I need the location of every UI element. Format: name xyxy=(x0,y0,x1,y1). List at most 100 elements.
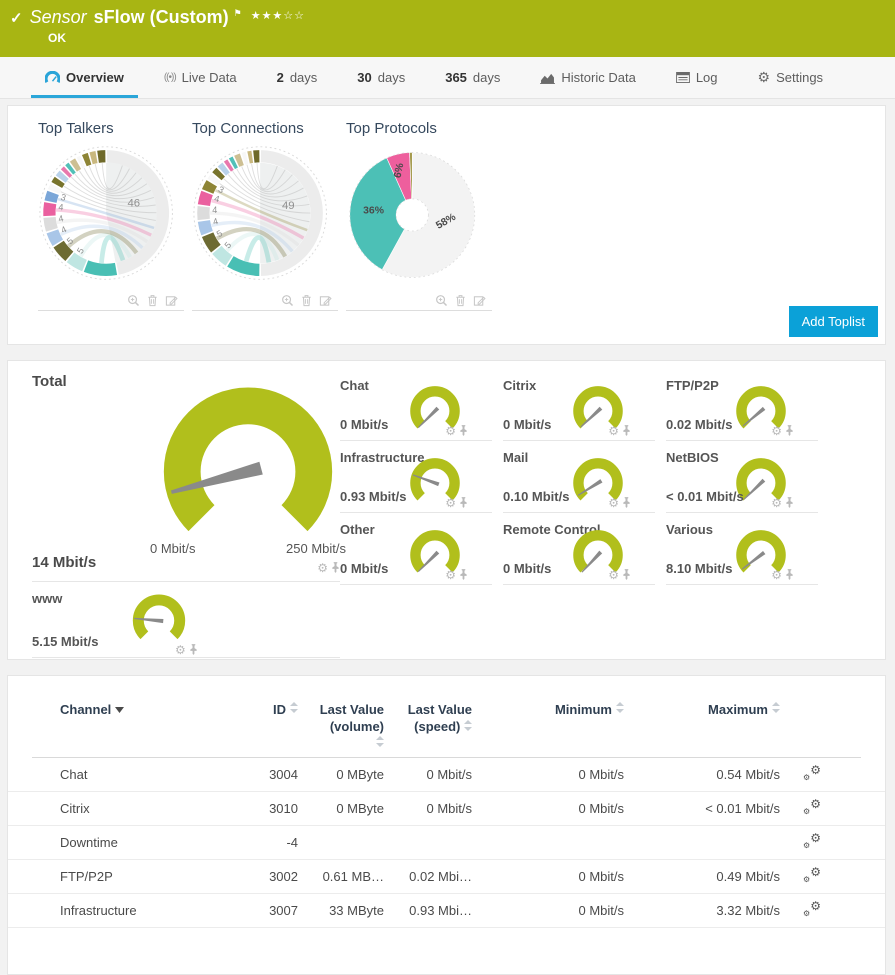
cell-channel: Infrastructure xyxy=(60,903,137,918)
sensor-name: sFlow (Custom) xyxy=(93,7,229,27)
channel-settings-icon[interactable]: ⚙ ⚙ xyxy=(803,865,821,884)
gear-icon[interactable]: ⚙ xyxy=(317,560,328,575)
delete-icon[interactable] xyxy=(300,294,313,307)
pin-icon[interactable] xyxy=(785,425,794,436)
gear-icon[interactable]: ⚙ xyxy=(608,567,619,582)
delete-icon[interactable] xyxy=(454,294,467,307)
gauge-label: Chat xyxy=(340,378,369,393)
tab-live-data[interactable]: ((•)) Live Data xyxy=(163,70,237,85)
channel-gauge xyxy=(410,458,460,501)
pin-icon[interactable] xyxy=(785,497,794,508)
cell-last-speed: 0 Mbit/s xyxy=(426,767,472,782)
pin-icon[interactable] xyxy=(459,569,468,580)
zoom-icon[interactable] xyxy=(435,294,448,307)
edit-icon[interactable] xyxy=(319,294,332,307)
channel-settings-icon[interactable]: ⚙ ⚙ xyxy=(803,763,821,782)
tab-settings[interactable]: ⚙ Settings xyxy=(757,69,824,85)
gauge-value: 0.10 Mbit/s xyxy=(503,489,570,504)
edit-icon[interactable] xyxy=(165,294,178,307)
channel-table-panel: Channel ID Last Value (volume) Last Value (sp… xyxy=(7,675,886,975)
sensor-category-label: Sensor xyxy=(29,7,87,27)
column-header-maximum[interactable]: Maximum xyxy=(624,702,780,717)
channel-settings-icon[interactable]: ⚙ ⚙ xyxy=(803,831,821,850)
pin-icon[interactable] xyxy=(622,497,631,508)
pin-icon[interactable] xyxy=(622,425,631,436)
cell-maximum: < 0.01 Mbit/s xyxy=(705,801,780,816)
channel-gauge xyxy=(573,386,623,429)
gear-icon[interactable]: ⚙ xyxy=(771,495,782,510)
gauge-cell-various: Various 8.10 Mbit/s ⚙ xyxy=(666,513,818,585)
priority-stars[interactable]: ★★★☆☆ xyxy=(250,10,306,22)
pin-icon[interactable] xyxy=(785,569,794,580)
column-header-id[interactable]: ID xyxy=(238,702,298,717)
sort-icon[interactable] xyxy=(376,736,384,747)
cell-last-volume: 0 MByte xyxy=(336,767,384,782)
cell-last-volume: 0.61 MB… xyxy=(322,869,384,884)
channel-gauge xyxy=(410,386,460,429)
sort-desc-icon[interactable] xyxy=(115,707,125,713)
channel-settings-icon[interactable]: ⚙ ⚙ xyxy=(803,797,821,816)
column-header-minimum[interactable]: Minimum xyxy=(472,702,624,717)
total-gauge xyxy=(163,387,333,532)
channel-gauge xyxy=(736,386,786,429)
tab-2-days[interactable]: 2 days xyxy=(276,70,318,85)
svg-text:5: 5 xyxy=(75,246,86,255)
toplist-title: Top Talkers xyxy=(38,120,114,137)
cell-maximum: 0.54 Mbit/s xyxy=(716,767,780,782)
delete-icon[interactable] xyxy=(146,294,159,307)
pin-icon[interactable] xyxy=(331,562,340,573)
svg-text:4: 4 xyxy=(212,205,217,215)
gauge-label: Remote Control xyxy=(503,522,601,537)
column-header--volume-[interactable]: Last Value (volume) xyxy=(298,702,384,747)
cell-channel: Citrix xyxy=(60,801,90,816)
gauge-value: < 0.01 Mbit/s xyxy=(666,489,744,504)
table-row-chat: Chat 3004 0 MByte 0 Mbit/s 0 Mbit/s 0.54 Mbit… xyxy=(8,758,885,792)
svg-text:6%: 6% xyxy=(393,162,407,179)
sort-icon[interactable] xyxy=(464,720,472,731)
tab-historic-data[interactable]: Historic Data xyxy=(540,57,636,98)
zoom-icon[interactable] xyxy=(281,294,294,307)
sort-icon[interactable] xyxy=(616,702,624,713)
cell-id: -4 xyxy=(286,835,298,850)
www-gauge xyxy=(132,594,186,640)
edit-icon[interactable] xyxy=(473,294,486,307)
tab-overview[interactable]: Overview xyxy=(31,57,138,98)
pin-icon[interactable] xyxy=(459,497,468,508)
gear-icon[interactable]: ⚙ xyxy=(771,567,782,582)
gear-icon[interactable]: ⚙ xyxy=(771,423,782,438)
gear-icon[interactable]: ⚙ xyxy=(445,423,456,438)
column-header--speed-[interactable]: Last Value (speed) xyxy=(407,702,472,734)
gear-icon[interactable]: ⚙ xyxy=(175,642,186,657)
sort-icon[interactable] xyxy=(772,702,780,713)
channel-gauge xyxy=(736,458,786,501)
toplist-card-2: Top Protocols 58% 36% 6% xyxy=(346,120,492,311)
gauge-value: 8.10 Mbit/s xyxy=(666,561,733,576)
column-header-channel[interactable]: Channel xyxy=(60,702,238,717)
tab-bar: Overview ((•)) Live Data 2 days 30 days 365 days… xyxy=(0,57,895,99)
flag-icon[interactable]: ⚑ xyxy=(233,8,242,18)
tab-30-days[interactable]: 30 days xyxy=(357,70,406,85)
gear-icon[interactable]: ⚙ xyxy=(445,567,456,582)
tab-log[interactable]: Log xyxy=(675,57,718,98)
gauges-panel: Total 0 Mbit/s 250 Mbit/s 14 Mbit/s ⚙ Ch… xyxy=(7,360,886,660)
gear-icon[interactable]: ⚙ xyxy=(608,495,619,510)
gauge-value-www: 5.15 Mbit/s xyxy=(32,634,99,649)
cell-channel: Downtime xyxy=(60,835,118,850)
pin-icon[interactable] xyxy=(622,569,631,580)
svg-text:4: 4 xyxy=(58,202,64,212)
gear-icon[interactable]: ⚙ xyxy=(445,495,456,510)
gauge-label: Various xyxy=(666,522,713,537)
pin-icon[interactable] xyxy=(189,644,198,655)
cell-maximum: 3.32 Mbit/s xyxy=(716,903,780,918)
tab-365-days[interactable]: 365 days xyxy=(445,70,501,85)
gear-icon[interactable]: ⚙ xyxy=(608,423,619,438)
svg-text:3: 3 xyxy=(217,184,226,195)
channel-settings-icon[interactable]: ⚙ ⚙ xyxy=(803,899,821,918)
zoom-icon[interactable] xyxy=(127,294,140,307)
add-toplist-button[interactable]: Add Toplist xyxy=(788,306,878,337)
gauge-cell-citrix: Citrix 0 Mbit/s ⚙ xyxy=(503,369,655,441)
pin-icon[interactable] xyxy=(459,425,468,436)
cell-id: 3010 xyxy=(269,801,298,816)
sort-icon[interactable] xyxy=(290,702,298,713)
